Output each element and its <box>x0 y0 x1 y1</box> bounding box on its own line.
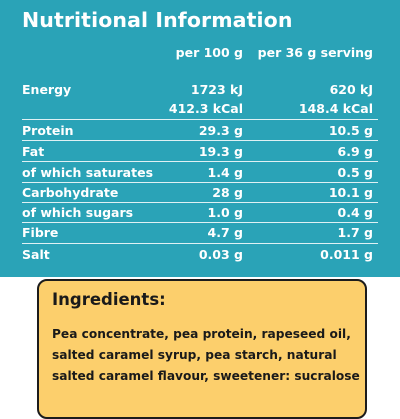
nutrient-value-serving: 0.5 g <box>337 165 373 180</box>
nutrient-value-per100: 1.4 g <box>207 165 243 180</box>
nutrient-value-per100: 19.3 g <box>198 144 243 159</box>
ingredients-line: Pea concentrate, pea protein, rapeseed o… <box>52 327 351 341</box>
nutrient-row-protein: Protein 29.3 g 10.5 g <box>0 121 400 141</box>
row-divider <box>22 222 378 223</box>
nutrient-row-saturates: of which saturates 1.4 g 0.5 g <box>0 163 400 183</box>
nutrient-value-serving: 1.7 g <box>337 225 373 240</box>
nutrient-row-energy-kj: Energy 1723 kJ 620 kJ <box>0 80 400 100</box>
nutrient-row-fat: Fat 19.3 g 6.9 g <box>0 142 400 162</box>
ingredients-line: salted caramel flavour, sweetener: sucra… <box>52 369 360 383</box>
nutrient-row-carbohydrate: Carbohydrate 28 g 10.1 g <box>0 183 400 203</box>
nutrient-value-per100: 28 g <box>212 185 243 200</box>
nutrient-value-serving: 10.1 g <box>328 185 373 200</box>
nutrient-row-sugars: of which sugars 1.0 g 0.4 g <box>0 203 400 223</box>
nutrient-label: Carbohydrate <box>22 185 119 200</box>
nutrition-panel: Nutritional Information per 100 g per 36… <box>0 0 400 277</box>
ingredients-box: Ingredients: Pea concentrate, pea protei… <box>37 279 367 419</box>
row-divider <box>22 119 378 120</box>
row-divider <box>22 182 378 183</box>
nutrient-label: Salt <box>22 247 50 262</box>
nutrient-label: Energy <box>22 82 72 97</box>
nutrient-label: Fat <box>22 144 45 159</box>
nutrient-value-serving: 620 kJ <box>329 82 373 97</box>
nutrient-label: Protein <box>22 123 74 138</box>
nutrient-label: of which sugars <box>22 205 134 220</box>
nutrient-label: of which saturates <box>22 165 154 180</box>
nutrient-row-energy-kcal: 412.3 kCal 148.4 kCal <box>0 99 400 119</box>
ingredients-title: Ingredients: <box>52 290 166 309</box>
nutrient-row-fibre: Fibre 4.7 g 1.7 g <box>0 223 400 243</box>
column-header-per-100g: per 100 g <box>175 45 243 60</box>
nutrient-value-serving: 148.4 kCal <box>298 101 373 116</box>
nutrient-label: Fibre <box>22 225 59 240</box>
row-divider <box>22 161 378 162</box>
ingredients-line: salted caramel syrup, pea starch, natura… <box>52 348 337 362</box>
row-divider <box>22 243 378 244</box>
nutrient-value-serving: 0.011 g <box>320 247 373 262</box>
row-divider <box>22 202 378 203</box>
nutrient-value-serving: 6.9 g <box>337 144 373 159</box>
nutrient-value-per100: 1723 kJ <box>190 82 243 97</box>
nutrient-value-per100: 412.3 kCal <box>168 101 243 116</box>
nutrition-title: Nutritional Information <box>22 8 293 32</box>
nutrient-value-per100: 1.0 g <box>207 205 243 220</box>
nutrient-value-serving: 10.5 g <box>328 123 373 138</box>
row-divider <box>22 140 378 141</box>
nutrient-value-per100: 4.7 g <box>207 225 243 240</box>
nutrient-row-salt: Salt 0.03 g 0.011 g <box>0 245 400 265</box>
nutrient-value-per100: 29.3 g <box>198 123 243 138</box>
nutrient-value-serving: 0.4 g <box>337 205 373 220</box>
column-header-per-serving: per 36 g serving <box>257 45 373 60</box>
nutrient-value-per100: 0.03 g <box>198 247 243 262</box>
